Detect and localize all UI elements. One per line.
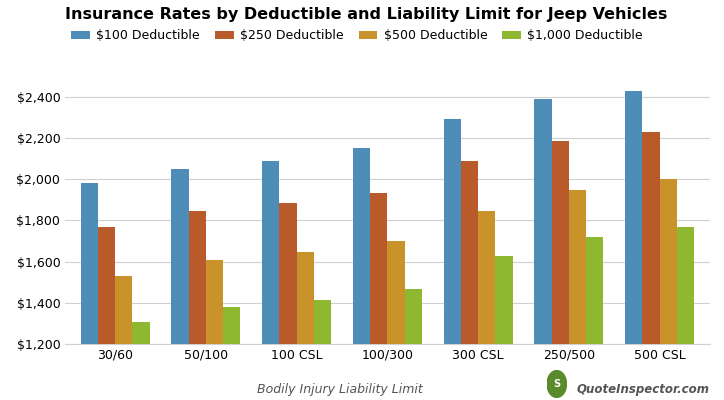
Bar	[642, 132, 660, 400]
Bar	[552, 141, 569, 400]
Text: S: S	[553, 379, 560, 389]
Bar	[262, 161, 279, 400]
Legend: $100 Deductible, $250 Deductible, $500 Deductible, $1,000 Deductible: $100 Deductible, $250 Deductible, $500 D…	[72, 29, 643, 42]
Bar	[313, 300, 331, 400]
Bar	[370, 192, 387, 400]
Bar	[461, 161, 478, 400]
Bar	[569, 190, 586, 400]
Bar	[188, 211, 206, 400]
Bar	[297, 252, 313, 400]
Bar	[353, 148, 370, 400]
Bar	[405, 289, 422, 400]
Bar	[586, 237, 603, 400]
Text: Bodily Injury Liability Limit: Bodily Injury Liability Limit	[258, 383, 423, 396]
Bar	[478, 211, 495, 400]
Bar	[625, 90, 642, 400]
Circle shape	[547, 370, 566, 398]
Bar	[115, 276, 132, 400]
Text: Insurance Rates by Deductible and Liability Limit for Jeep Vehicles: Insurance Rates by Deductible and Liabil…	[65, 7, 668, 22]
Bar	[223, 307, 240, 400]
Bar	[660, 179, 677, 400]
Bar	[495, 256, 513, 400]
Bar	[534, 99, 552, 400]
Bar	[80, 183, 98, 400]
Bar	[206, 260, 223, 400]
Text: QuoteInspector.com: QuoteInspector.com	[576, 383, 710, 396]
Bar	[444, 119, 461, 400]
Bar	[387, 241, 405, 400]
Bar	[677, 226, 694, 400]
Bar	[132, 322, 150, 400]
Bar	[172, 169, 188, 400]
Bar	[98, 226, 115, 400]
Bar	[279, 203, 297, 400]
